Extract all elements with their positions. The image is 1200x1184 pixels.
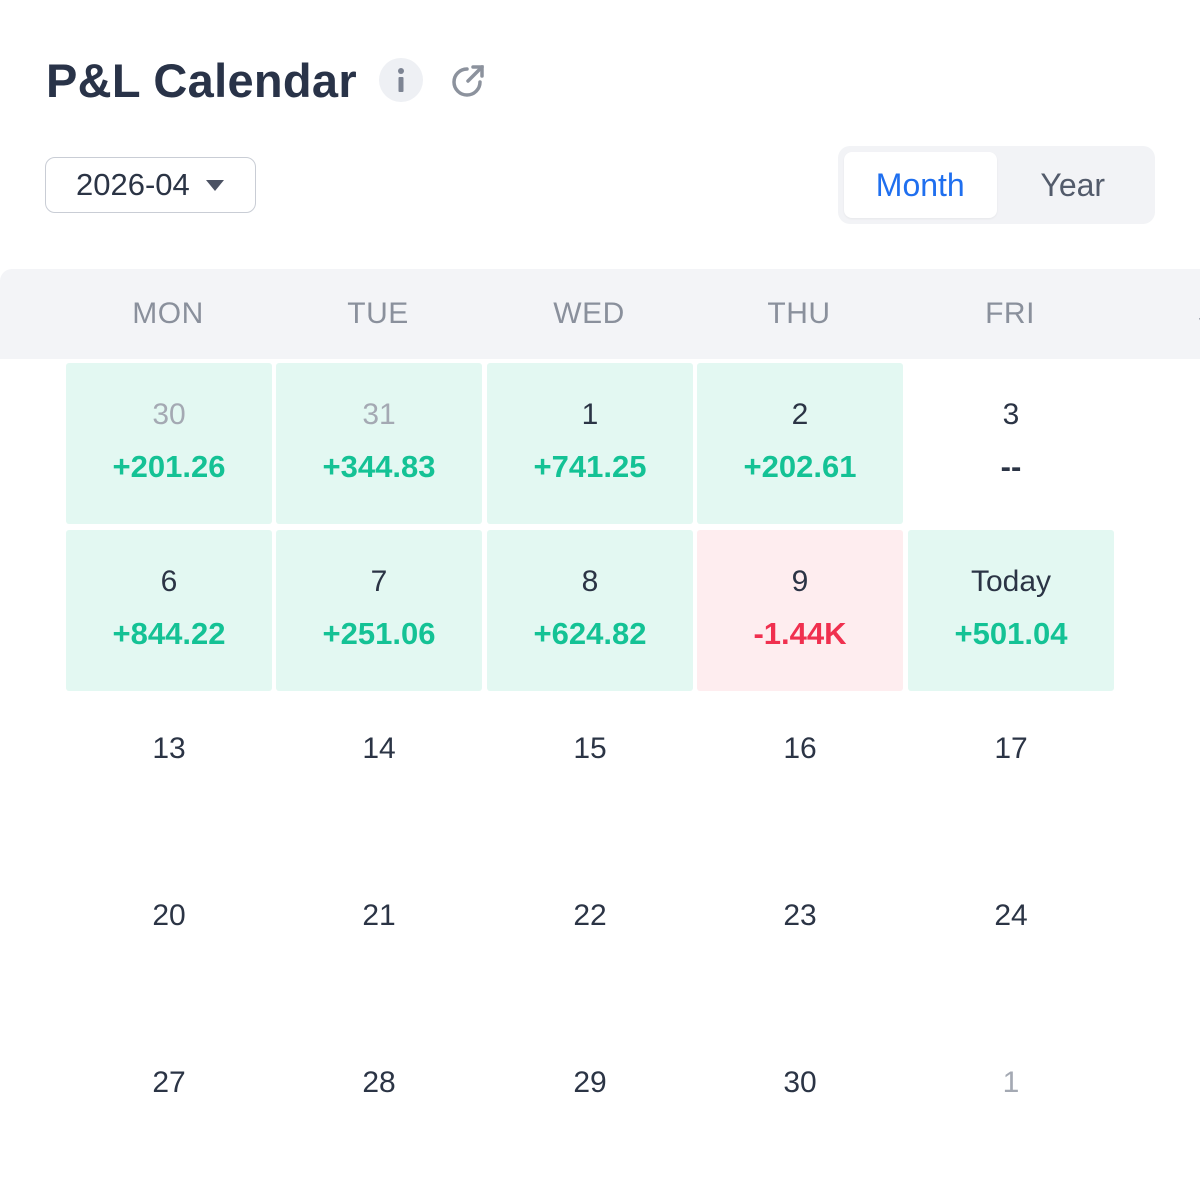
page-title: P&L Calendar — [46, 53, 357, 107]
day-label: 21 — [362, 899, 396, 932]
day-label: 29 — [573, 1066, 607, 1099]
day-label: 15 — [573, 732, 607, 765]
day-label: 24 — [994, 899, 1028, 932]
calendar-day-cell[interactable]: 23 — [697, 864, 903, 1025]
pnl-value: +741.25 — [533, 449, 647, 484]
calendar-day-cell[interactable]: 20 — [66, 864, 272, 1025]
weekday-label: FRI — [985, 297, 1035, 330]
day-label: 8 — [581, 565, 599, 598]
weekday-label: THU — [767, 297, 831, 330]
day-label: Today — [970, 565, 1052, 598]
day-label: 23 — [783, 899, 817, 932]
external-link-icon[interactable] — [449, 60, 489, 100]
day-label: 27 — [152, 1066, 186, 1099]
pnl-value: +844.22 — [112, 616, 226, 651]
calendar-day-cell[interactable]: 22 — [487, 864, 693, 1025]
tab-year[interactable]: Year — [1040, 166, 1106, 203]
calendar-day-cell[interactable]: 13 — [66, 697, 272, 858]
day-label: 28 — [362, 1066, 396, 1099]
weekday-label: WED — [553, 297, 625, 330]
month-select[interactable]: 2026-04 — [45, 157, 256, 213]
calendar-day-cell[interactable]: 7 +251.06 — [276, 530, 482, 691]
pnl-value: +251.06 — [322, 616, 436, 651]
day-label: 9 — [791, 565, 809, 598]
day-label: 7 — [370, 565, 388, 598]
pnl-value: +202.61 — [743, 449, 857, 484]
pnl-value: +201.26 — [112, 449, 226, 484]
calendar-day-cell[interactable]: 2 +202.61 — [697, 363, 903, 524]
day-label: 22 — [573, 899, 607, 932]
info-icon[interactable] — [378, 58, 423, 102]
day-label: 3 — [1002, 398, 1020, 431]
pnl-value: -- — [1000, 449, 1022, 484]
title-row: P&L Calendar — [46, 50, 489, 110]
calendar-day-cell[interactable]: 3 -- — [908, 363, 1114, 524]
calendar-day-cell[interactable]: 15 — [487, 697, 693, 858]
day-label: 1 — [1002, 1066, 1020, 1099]
calendar-day-cell[interactable]: 8 +624.82 — [487, 530, 693, 691]
calendar-day-cell[interactable]: 28 — [276, 1031, 482, 1184]
calendar-day-cell[interactable]: 29 — [487, 1031, 693, 1184]
calendar-day-cell[interactable]: 16 — [697, 697, 903, 858]
day-label: 16 — [783, 732, 817, 765]
calendar-day-cell[interactable]: 21 — [276, 864, 482, 1025]
calendar-day-cell[interactable]: 17 — [908, 697, 1114, 858]
calendar-day-cell[interactable]: 30 +201.26 — [66, 363, 272, 524]
day-label: 6 — [160, 565, 178, 598]
day-label: 30 — [783, 1066, 817, 1099]
day-label: 13 — [152, 732, 186, 765]
calendar-day-cell[interactable]: 31 +344.83 — [276, 363, 482, 524]
pnl-value: +501.04 — [954, 616, 1068, 651]
calendar-day-cell[interactable]: 27 — [66, 1031, 272, 1184]
day-label: 17 — [994, 732, 1028, 765]
calendar-day-cell[interactable]: 6 +844.22 — [66, 530, 272, 691]
day-label: 20 — [152, 899, 186, 932]
pnl-value: -1.44K — [753, 616, 847, 651]
day-label: 30 — [152, 398, 186, 431]
weekday-label: S — [1108, 269, 1200, 359]
weekday-label: TUE — [347, 297, 409, 330]
calendar-day-cell[interactable]: 30 — [697, 1031, 903, 1184]
pnl-value: +344.83 — [322, 449, 436, 484]
month-select-value: 2026-04 — [76, 167, 190, 202]
tab-month[interactable]: Month — [844, 152, 997, 218]
view-toggle: Month Year — [838, 146, 1155, 224]
day-label: 14 — [362, 732, 396, 765]
calendar-day-cell[interactable]: 9 -1.44K — [697, 530, 903, 691]
calendar-day-cell[interactable]: Today +501.04 — [908, 530, 1114, 691]
calendar-day-cell[interactable]: 24 — [908, 864, 1114, 1025]
calendar-day-cell[interactable]: 1 +741.25 — [487, 363, 693, 524]
calendar-day-cell[interactable]: 1 — [908, 1031, 1114, 1184]
day-label: 2 — [791, 398, 809, 431]
day-label: 31 — [362, 398, 396, 431]
pnl-value: +624.82 — [533, 616, 647, 651]
day-label: 1 — [581, 398, 599, 431]
weekday-header: MON TUE WED THU FRI S — [0, 269, 1200, 359]
calendar-day-cell[interactable]: 14 — [276, 697, 482, 858]
caret-down-icon — [205, 179, 224, 191]
weekday-label: MON — [132, 297, 204, 330]
